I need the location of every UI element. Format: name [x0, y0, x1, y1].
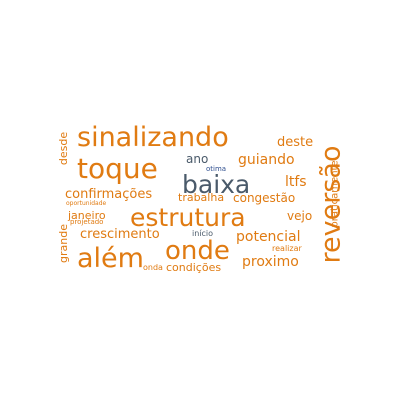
word-praticamente: praticamente [329, 160, 341, 228]
word-otima: otima [206, 165, 227, 173]
word-janeiro: janeiro [68, 209, 106, 222]
word-vejo: vejo [287, 209, 313, 223]
word-trabalha: trabalha [178, 191, 225, 204]
word-deste: deste [277, 135, 314, 150]
word-proximo: proximo [242, 254, 299, 270]
word-alem: além [77, 243, 144, 274]
word-ano: ano [186, 152, 209, 166]
word-guiando: guiando [238, 152, 295, 168]
word-congestao: congestão [233, 191, 296, 205]
word-sinalizando: sinalizando [77, 122, 229, 153]
word-confirmacoes: confirmações [65, 187, 153, 202]
word-projetado: projetado [70, 218, 104, 226]
word-condicoes: condições [166, 261, 222, 274]
word-inicio: início [192, 229, 214, 238]
word-grande: grande [56, 224, 70, 263]
word-desde: desde [57, 131, 71, 166]
word-toque: toque [77, 152, 158, 185]
word-oportunidade: oportunidade [66, 200, 107, 207]
word-onda: onda [143, 263, 163, 272]
word-realizar: realizar [272, 244, 302, 253]
word-baixa: baixa [182, 170, 251, 199]
word-ltfs: ltfs [285, 174, 307, 190]
word-potencial: potencial [236, 229, 301, 245]
word-crescimento: crescimento [80, 227, 160, 242]
word-onde: onde [165, 236, 230, 266]
word-estrutura: estrutura [130, 203, 246, 232]
